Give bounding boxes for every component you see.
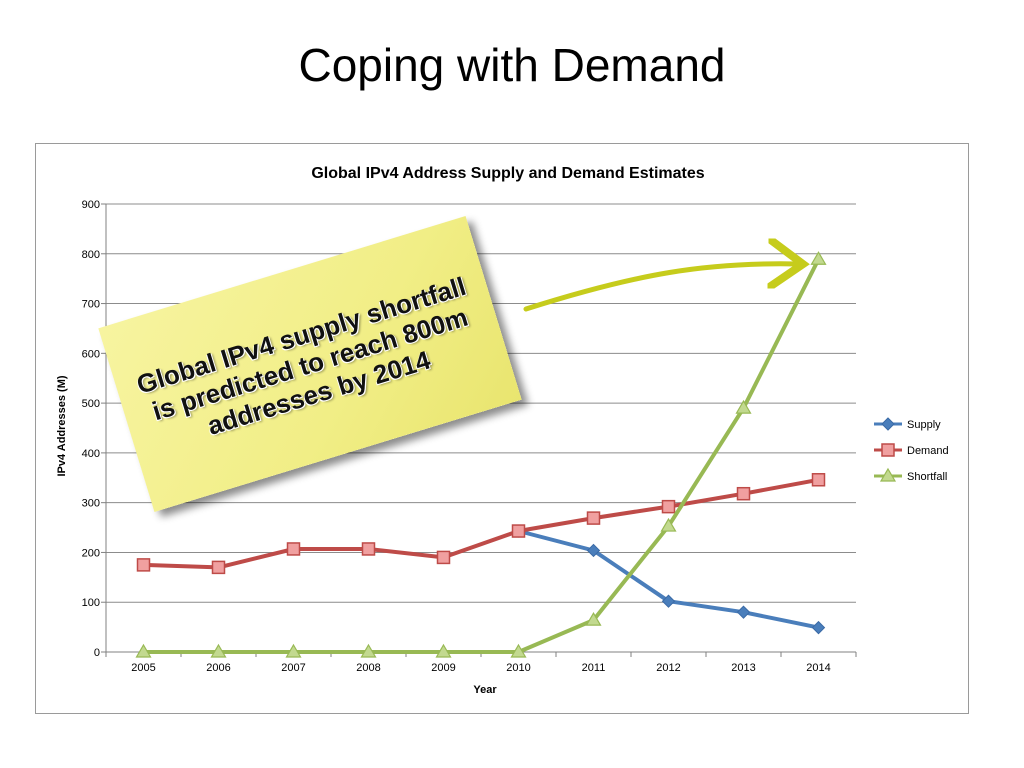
shortfall-series-line [143, 258, 821, 654]
shortfall-data-point [210, 643, 227, 658]
y-tick-label: 800 [82, 249, 100, 261]
y-tick-label: 700 [82, 299, 100, 311]
x-tick-label: 2013 [731, 662, 755, 674]
x-axis-title: Year [473, 684, 497, 696]
legend-marker-shortfall [879, 467, 897, 482]
x-tick-label: 2006 [206, 662, 230, 674]
demand-data-point [511, 524, 526, 538]
x-tick-label: 2011 [582, 662, 606, 674]
supply-data-point [661, 594, 676, 608]
y-axis-title: IPv4 Addresses (M) [56, 375, 68, 476]
legend: Supply Demand Shortfall [874, 417, 949, 483]
supply-data-point [586, 543, 601, 558]
shortfall-data-point [735, 399, 752, 414]
y-tick-label: 0 [94, 647, 100, 659]
demand-data-point [361, 542, 376, 556]
y-tick-label: 900 [82, 199, 100, 211]
callout-arrow [523, 264, 798, 312]
demand-series-line [143, 477, 819, 570]
demand-data-point [211, 560, 226, 575]
legend-label-supply: Supply [907, 419, 941, 431]
y-tick-label: 400 [82, 448, 100, 460]
demand-data-point [286, 542, 301, 556]
y-tick-label: 200 [82, 547, 100, 559]
demand-data-point [736, 486, 751, 501]
slide-title: Coping with Demand [298, 39, 726, 91]
x-tick-label: 2014 [806, 662, 830, 674]
x-tick-label: 2005 [131, 662, 155, 674]
x-tick-label: 2007 [281, 662, 305, 674]
demand-data-point [661, 499, 676, 514]
axes: 0 100 200 300 400 500 600 700 800 900 2005 2006 2007… [82, 199, 857, 674]
shortfall-data-point [810, 251, 827, 265]
series-layer [135, 251, 827, 658]
demand-data-point [136, 558, 151, 572]
supply-data-point [736, 605, 751, 619]
demand-data-point [436, 550, 451, 565]
x-tick-label: 2009 [431, 662, 455, 674]
x-tick-label: 2012 [656, 662, 680, 674]
demand-data-point [586, 511, 601, 525]
x-tick-label: 2008 [356, 662, 380, 674]
shortfall-data-point [585, 611, 602, 626]
y-tick-label: 600 [82, 348, 100, 360]
x-tick-label: 2010 [506, 662, 530, 674]
legend-label-demand: Demand [907, 445, 949, 457]
legend-marker-supply [881, 417, 895, 431]
shortfall-data-point [360, 643, 377, 658]
shortfall-data-point [135, 643, 152, 658]
chart-title: Global IPv4 Address Supply and Demand Es… [311, 165, 704, 182]
y-tick-label: 300 [82, 498, 100, 510]
legend-label-shortfall: Shortfall [907, 471, 947, 483]
supply-data-point [811, 620, 826, 635]
shortfall-data-point [510, 643, 527, 658]
shortfall-data-point [435, 643, 452, 658]
demand-data-point [811, 473, 826, 487]
legend-marker-demand [881, 443, 895, 457]
shortfall-data-point [660, 517, 677, 532]
shortfall-data-point [285, 643, 302, 658]
y-tick-label: 100 [82, 597, 100, 609]
supply-series-line [517, 529, 819, 630]
y-tick-label: 500 [82, 398, 100, 410]
